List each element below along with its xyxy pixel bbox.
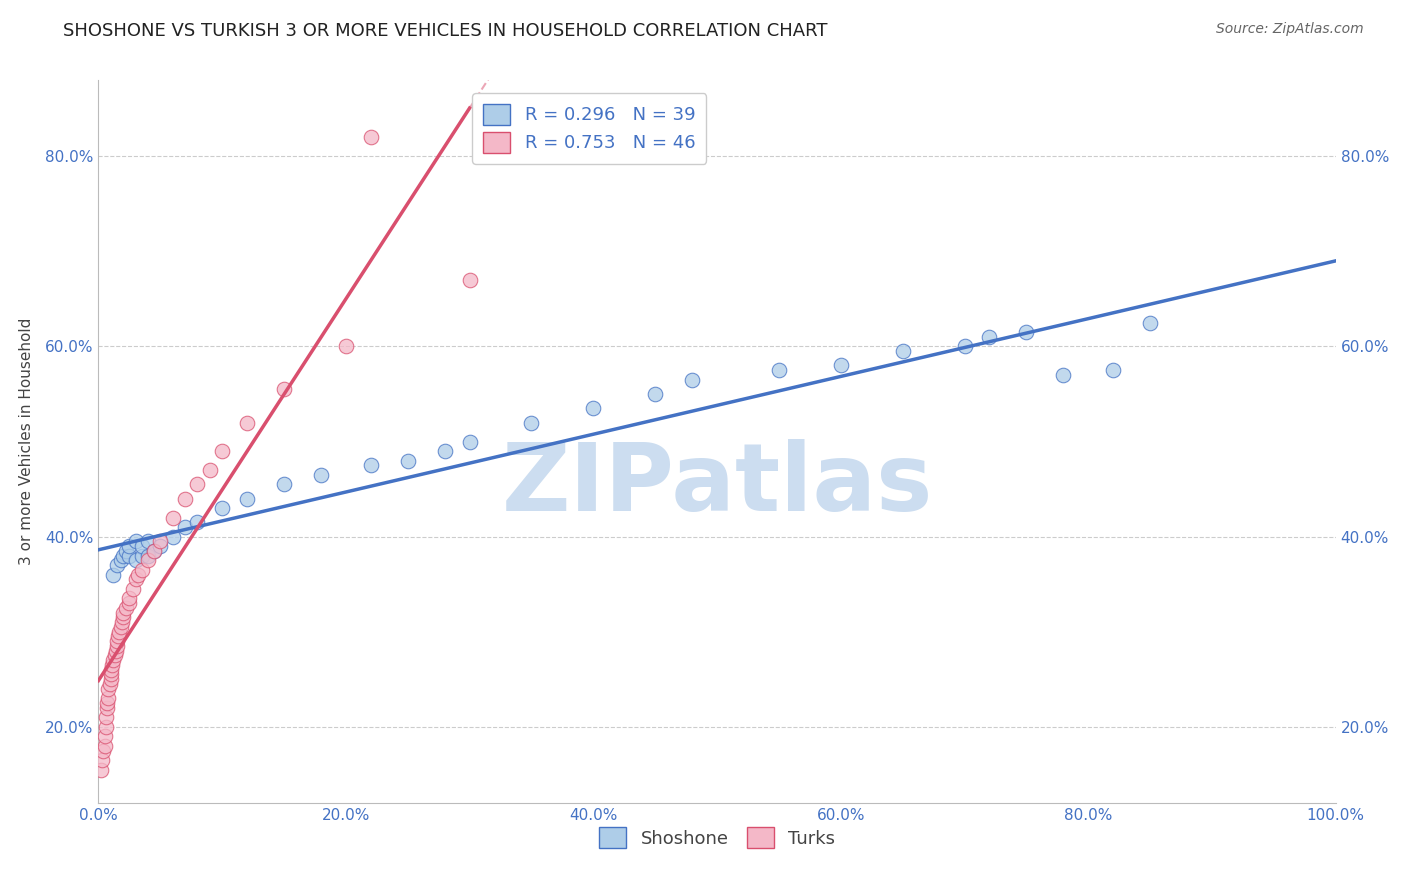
Point [100,663,122,677]
Point [582,401,605,416]
Point [118,591,141,606]
Point [891,344,914,359]
Point [93,743,115,757]
Point [105,634,128,648]
Point [97,691,120,706]
Point [96,696,118,710]
Point [124,573,146,587]
Text: SHOSHONE VS TURKISH 3 OR MORE VEHICLES IN HOUSEHOLD CORRELATION CHART: SHOSHONE VS TURKISH 3 OR MORE VEHICLES I… [63,22,828,40]
Point [644,387,666,401]
Point [111,615,134,630]
Point [103,567,125,582]
Point [103,648,125,663]
Point [143,544,166,558]
Point [110,553,132,567]
Point [396,453,419,467]
Point [118,596,141,610]
Point [96,700,118,714]
Point [979,330,1001,344]
Point [101,657,124,672]
Point [162,530,184,544]
Point [97,681,120,696]
Point [186,516,208,530]
Point [768,363,790,377]
Point [433,444,456,458]
Point [1139,316,1161,330]
Point [198,463,221,477]
Point [211,444,233,458]
Point [1015,325,1038,339]
Point [1102,363,1125,377]
Point [149,534,172,549]
Point [124,553,146,567]
Text: Source: ZipAtlas.com: Source: ZipAtlas.com [1216,22,1364,37]
Point [98,677,121,691]
Point [1052,368,1074,382]
Point [136,549,159,563]
Point [131,563,153,577]
Point [273,477,295,491]
Point [211,501,233,516]
Point [131,539,153,553]
Point [136,553,159,567]
Point [236,491,259,506]
Point [186,477,208,491]
Point [94,710,117,724]
Point [149,539,172,553]
Point [100,672,122,686]
Point [93,729,115,743]
Point [162,510,184,524]
Point [458,273,481,287]
Point [131,549,153,563]
Point [112,549,135,563]
Point [100,667,122,681]
Y-axis label: 3 or more Vehicles in Household: 3 or more Vehicles in Household [18,318,34,566]
Point [103,653,125,667]
Point [953,339,976,353]
Point [118,549,141,563]
Point [174,491,197,506]
Point [174,520,197,534]
Point [236,416,259,430]
Point [94,720,117,734]
Point [124,534,146,549]
Point [105,639,128,653]
Legend: Shoshone, Turks: Shoshone, Turks [592,820,842,855]
Point [309,467,332,482]
Point [335,339,357,353]
Point [360,458,382,473]
Text: ZIPatlas: ZIPatlas [502,439,932,531]
Point [112,606,135,620]
Point [105,558,128,573]
Point [520,416,543,430]
Point [681,373,703,387]
Point [458,434,481,449]
Point [110,620,132,634]
Point [90,763,112,777]
Point [136,534,159,549]
Point [114,544,136,558]
Point [114,601,136,615]
Point [112,610,135,624]
Point [107,629,129,643]
Point [360,130,382,145]
Point [104,643,127,657]
Point [118,539,141,553]
Point [830,359,852,373]
Point [93,739,115,753]
Point [122,582,145,596]
Point [273,382,295,396]
Point [91,753,114,767]
Point [143,544,166,558]
Point [127,567,149,582]
Point [108,624,131,639]
